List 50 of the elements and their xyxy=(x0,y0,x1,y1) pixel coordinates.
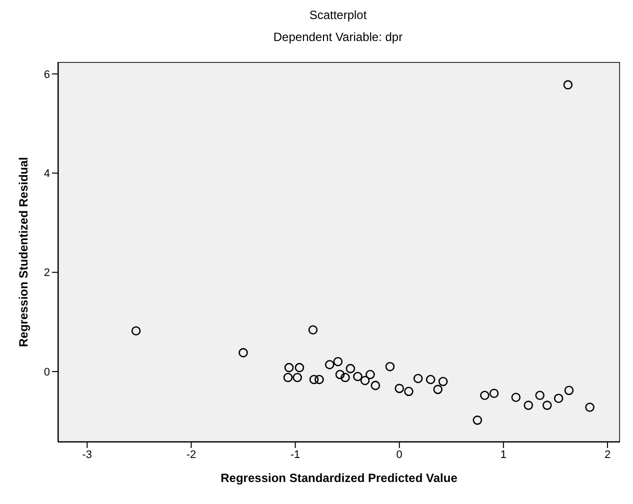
point xyxy=(308,325,318,335)
chart-title: Scatterplot xyxy=(308,8,368,22)
x-tick-label: 0 xyxy=(396,448,402,461)
point xyxy=(535,390,545,400)
point xyxy=(489,388,499,398)
point xyxy=(394,384,404,394)
point xyxy=(472,416,482,425)
point xyxy=(370,380,380,390)
point xyxy=(353,372,362,382)
point xyxy=(426,374,436,384)
y-tick-label: 4 xyxy=(44,168,50,180)
point xyxy=(366,370,375,380)
x-axis-title: Regression Standardized Predicted Value xyxy=(220,471,458,485)
point xyxy=(585,402,594,412)
point xyxy=(438,376,448,386)
x-tick-label: -3 xyxy=(82,448,92,461)
point xyxy=(131,326,141,336)
point xyxy=(340,372,350,382)
point xyxy=(480,390,490,400)
y-axis-title: Regression Studentized Residual xyxy=(16,156,30,348)
point xyxy=(404,386,414,396)
point xyxy=(511,392,521,402)
x-tick-label: 2 xyxy=(604,448,611,461)
point xyxy=(385,362,395,372)
point xyxy=(563,80,573,90)
point xyxy=(433,384,443,394)
point xyxy=(346,364,356,374)
y-tick-label: 2 xyxy=(44,267,50,280)
point xyxy=(335,370,345,380)
point xyxy=(524,400,534,410)
point xyxy=(413,374,423,384)
chart-subtitle: Dependent Variable: dpr xyxy=(272,30,404,44)
point xyxy=(292,372,302,382)
y-tick-label: 0 xyxy=(44,366,50,378)
point xyxy=(309,374,319,384)
point xyxy=(360,376,370,386)
point xyxy=(324,360,334,370)
point xyxy=(283,372,293,382)
point xyxy=(564,386,574,396)
point xyxy=(314,374,324,384)
point xyxy=(333,356,343,366)
y-tick-label: 6 xyxy=(44,68,50,81)
x-tick-label: -1 xyxy=(290,448,300,461)
point xyxy=(284,362,294,372)
point xyxy=(238,348,248,358)
x-tick-label: -2 xyxy=(186,448,196,461)
point xyxy=(554,394,564,403)
point xyxy=(542,400,552,410)
point xyxy=(294,362,304,372)
x-tick-label: 1 xyxy=(500,448,506,461)
